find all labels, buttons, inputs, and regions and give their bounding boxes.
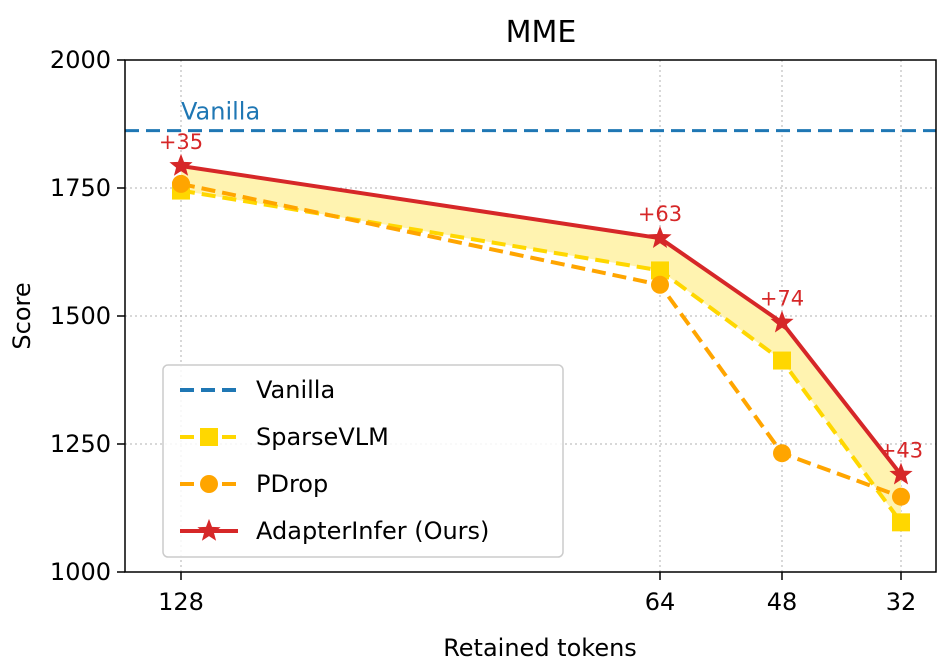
point-adapterinfer-ours (770, 310, 794, 333)
legend-marker (200, 475, 218, 493)
annotation-layer: +35 +63 +74 +43 (159, 130, 923, 463)
y-axis-label: Score (8, 282, 36, 349)
series-line-pdrop (180, 181, 902, 499)
legend-label: PDrop (256, 470, 328, 498)
point-adapterinfer-ours (889, 462, 913, 485)
improvement-label: +43 (879, 439, 923, 463)
improvement-label: +35 (159, 130, 203, 154)
y-tick-label: 1000 (50, 558, 111, 586)
y-tick-label: 2000 (50, 46, 111, 74)
improvement-label: +74 (760, 287, 804, 311)
chart-title: MME (506, 15, 577, 50)
point-sparsevlm (773, 351, 791, 370)
point-pdrop (651, 275, 669, 294)
legend-marker (200, 428, 218, 446)
legend-label: Vanilla (256, 376, 335, 404)
y-tick-label: 1750 (50, 174, 111, 202)
x-tick-label: 128 (158, 588, 204, 616)
legend-box (162, 364, 564, 558)
series-line-sparsevlm (180, 188, 903, 524)
x-axis-label: Retained tokens (443, 634, 637, 662)
x-tick-label: 64 (645, 588, 676, 616)
y-tick-label: 1250 (50, 430, 111, 458)
point-pdrop (892, 487, 910, 506)
legend-label: AdapterInfer (Ours) (256, 517, 489, 545)
y-tick-label: 1500 (50, 302, 111, 330)
vanilla-baseline-label: Vanilla (181, 98, 260, 126)
x-tick-label: 32 (886, 588, 917, 616)
point-sparsevlm (651, 261, 669, 280)
legend-marker (197, 518, 221, 541)
legend: Vanilla SparseVLM PDrop AdapterInfer (Ours) (162, 364, 564, 558)
series-line-adapterinfer-ours (180, 164, 903, 476)
series-layer (169, 153, 913, 532)
x-axis: 128 64 48 32 (158, 572, 916, 616)
legend-label: SparseVLM (256, 423, 389, 451)
point-pdrop (172, 174, 190, 193)
point-sparsevlm (892, 513, 910, 532)
improvement-label: +63 (638, 202, 682, 226)
point-pdrop (773, 444, 791, 463)
x-tick-label: 48 (767, 588, 798, 616)
y-axis: 1000 1250 1500 1750 2000 (50, 46, 125, 586)
point-adapterinfer-ours (169, 153, 193, 176)
point-adapterinfer-ours (648, 226, 672, 248)
